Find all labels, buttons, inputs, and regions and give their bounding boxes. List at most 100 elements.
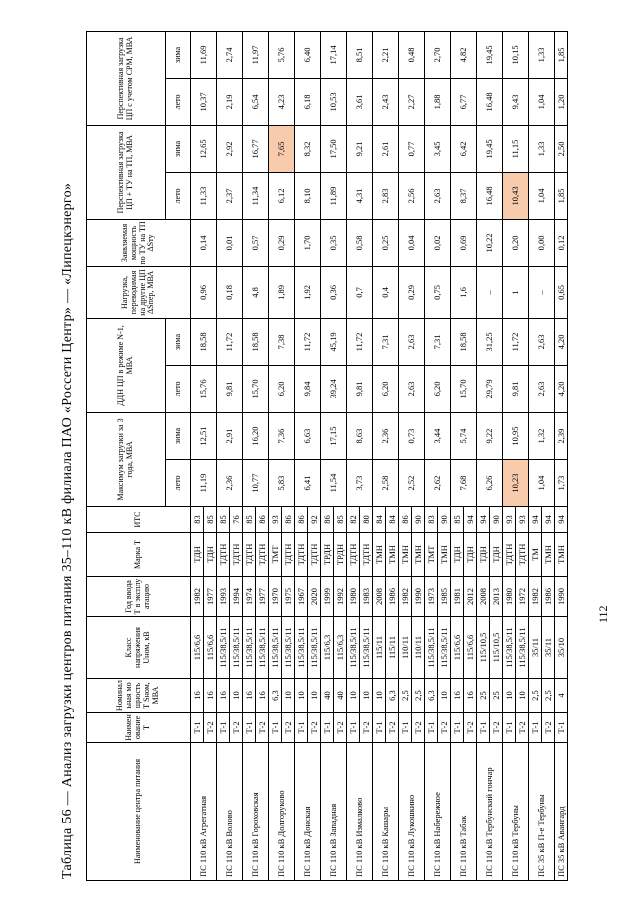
cell-s-nom: 10 — [372, 678, 386, 713]
cell-max-summer: 1,73 — [554, 459, 568, 507]
cell-u-class: 115/6,6 — [203, 616, 217, 679]
header-transformer: Наименование Т — [86, 712, 191, 743]
station-name-cell: ПС 110 кВ Донская — [294, 742, 321, 881]
cell-max-winter: 2,91 — [216, 412, 243, 460]
cell-year: 1990 — [554, 576, 568, 617]
cell-persp-summer: 16,48 — [476, 172, 503, 220]
cell-mark: ТДН — [450, 532, 464, 577]
cell-max-winter: 0,73 — [398, 412, 425, 460]
cell-u-class: 35/11 — [541, 616, 555, 679]
cell-transformer: Т-2 — [281, 712, 295, 743]
cell-srm-summer: 10,37 — [190, 78, 217, 126]
cell-s-nom: 40 — [320, 678, 334, 713]
cell-max-summer: 11,54 — [320, 459, 347, 507]
cell-s-nom: 10 — [307, 678, 321, 713]
cell-persp-winter: 2,61 — [372, 125, 399, 173]
cell-srm-summer: 4,23 — [268, 78, 295, 126]
cell-s-nom: 10 — [359, 678, 373, 713]
cell-year: 2008 — [372, 576, 386, 617]
cell-ddn-summer: 15,76 — [190, 365, 217, 413]
cell-mark: ТДН — [463, 532, 477, 577]
cell-mark: ТМН — [437, 532, 451, 577]
station-name-cell: ПС 110 кВ Волово — [216, 742, 243, 881]
cell-persp-summer: 8,37 — [450, 172, 477, 220]
table-row: ПС 110 кВ Набережное Т-1 6,3 115/38,5/11 197… — [424, 31, 451, 881]
cell-its: 90 — [437, 506, 451, 533]
station-name-cell: ПС 110 кВ Лукошкино — [398, 742, 425, 881]
header-ddn-summer: лето — [165, 365, 191, 413]
cell-transformer: Т-1 — [294, 712, 308, 743]
cell-transformer: Т-1 — [476, 712, 490, 743]
header-station: Наименование центра питания — [86, 742, 191, 881]
cell-u-class: 115/38,5/11 — [281, 616, 295, 679]
cell-srm-summer: 2,27 — [398, 78, 425, 126]
cell-its: 85 — [203, 506, 217, 533]
cell-year: 1982 — [190, 576, 204, 617]
cell-its: 94 — [528, 506, 542, 533]
cell-u-class: 35/11 — [528, 616, 542, 679]
cell-max-winter: 6,63 — [294, 412, 321, 460]
cell-ds-tu: 0,35 — [320, 219, 347, 267]
cell-u-class: 115/38,5/11 — [242, 616, 256, 679]
cell-its: 85 — [242, 506, 256, 533]
cell-u-class: 115/6,3 — [333, 616, 347, 679]
cell-its: 76 — [229, 506, 243, 533]
cell-mark: ТДТН — [515, 532, 529, 577]
cell-transformer: Т-1 — [190, 712, 204, 743]
table-header: Наименование центра питания Наименование… — [86, 31, 191, 881]
table-row: ПС 110 кВ Волово Т-1 16 115/38,5/11 1993 ТДТН… — [216, 31, 243, 881]
cell-transformer: Т-1 — [398, 712, 412, 743]
header-persp-winter: зима — [165, 125, 191, 173]
cell-s-nom: 6,3 — [385, 678, 399, 713]
cell-mark: ТМН — [398, 532, 412, 577]
cell-s-nom: 10 — [502, 678, 516, 713]
cell-u-class: 115/38,5/11 — [268, 616, 282, 679]
cell-s-nom: 16 — [463, 678, 477, 713]
page-number: 112 — [596, 605, 610, 623]
station-name-cell: ПС 110 кВ Кашары — [372, 742, 399, 881]
cell-ddn-summer: 2,63 — [528, 365, 555, 413]
cell-s-nom: 16 — [450, 678, 464, 713]
cell-persp-winter: 17,50 — [320, 125, 347, 173]
cell-mark: ТДТН — [229, 532, 243, 577]
cell-u-class: 115/38,5/11 — [359, 616, 373, 679]
cell-transformer: Т-2 — [229, 712, 243, 743]
table-row: ПС 110 кВ Табак Т-1 16 115/6,6 1981 ТДН 85 7,68… — [450, 31, 477, 881]
cell-u-class: 115/6,6 — [190, 616, 204, 679]
cell-year: 2008 — [476, 576, 490, 617]
cell-s-nom: 6,3 — [268, 678, 282, 713]
cell-ddn-winter: 18,58 — [450, 318, 477, 366]
cell-max-summer: 5,83 — [268, 459, 295, 507]
cell-mark: ТДТН — [281, 532, 295, 577]
cell-ddn-winter: 4,20 — [554, 318, 568, 366]
header-srm-winter: зима — [165, 31, 191, 79]
cell-persp-summer: 1,04 — [528, 172, 555, 220]
cell-u-class: 115/38,5/11 — [502, 616, 516, 679]
cell-max-summer: 2,58 — [372, 459, 399, 507]
cell-mark: ТДТН — [216, 532, 230, 577]
cell-ds-tu: 0,25 — [372, 219, 399, 267]
header-persp-srm: Перспективная загрузка ЦП с учетом СРМ, … — [86, 31, 166, 126]
cell-persp-winter: 16,77 — [242, 125, 269, 173]
cell-its: 94 — [476, 506, 490, 533]
cell-persp-winter: 19,45 — [476, 125, 503, 173]
cell-max-winter: 8,63 — [346, 412, 373, 460]
cell-its: 85 — [216, 506, 230, 533]
cell-its: 93 — [502, 506, 516, 533]
cell-s-nom: 2,5 — [411, 678, 425, 713]
cell-ds-per: 0,18 — [216, 266, 243, 319]
cell-srm-summer: 1,88 — [424, 78, 451, 126]
cell-srm-winter: 11,97 — [242, 31, 269, 79]
cell-ddn-winter: 2,63 — [398, 318, 425, 366]
cell-ddn-summer: 6,20 — [372, 365, 399, 413]
cell-mark: ТМН — [554, 532, 568, 577]
header-max-winter: зима — [165, 412, 191, 460]
cell-its: 84 — [385, 506, 399, 533]
cell-ddn-summer: 2,63 — [398, 365, 425, 413]
station-name-cell: ПС 110 кВ Табак — [450, 742, 477, 881]
header-group-row: Наименование центра питания Наименование… — [86, 31, 191, 881]
cell-persp-summer: 11,89 — [320, 172, 347, 220]
cell-year: 1982 — [398, 576, 412, 617]
